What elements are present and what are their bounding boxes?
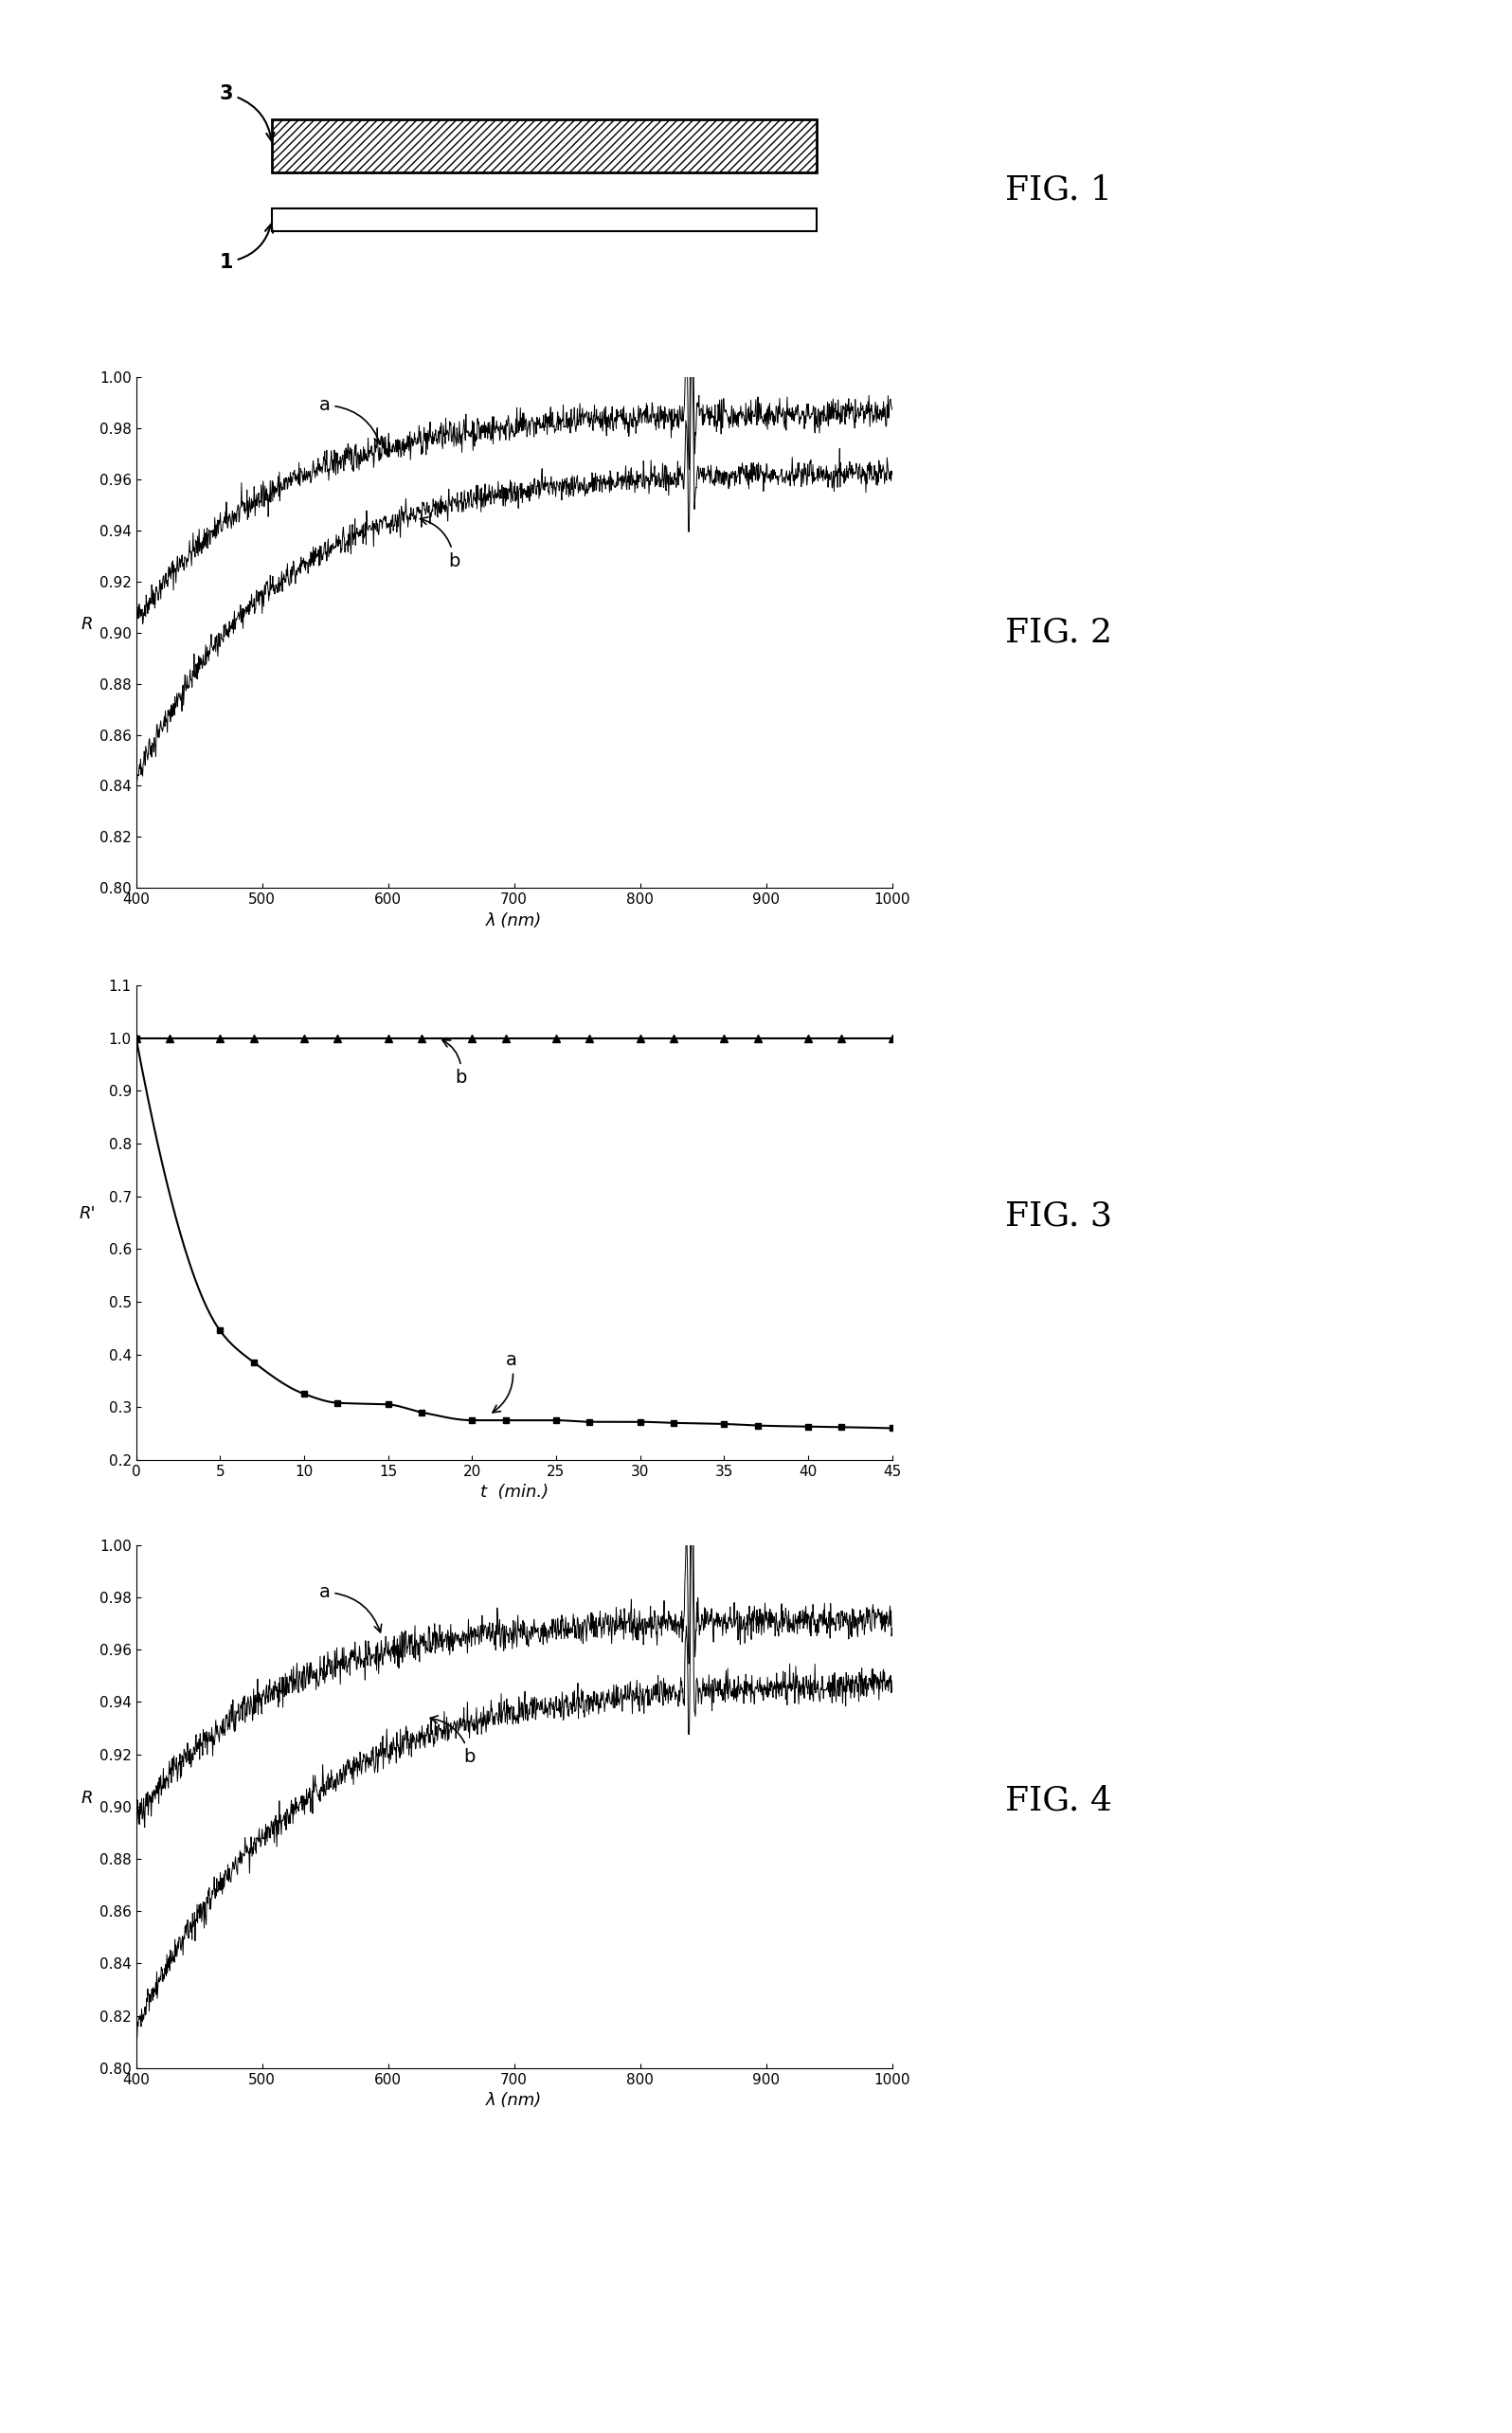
Text: FIG. 1: FIG. 1: [1005, 173, 1113, 207]
X-axis label: t  (min.): t (min.): [479, 1484, 549, 1501]
X-axis label: λ (nm): λ (nm): [485, 912, 543, 929]
Text: FIG. 3: FIG. 3: [1005, 1199, 1113, 1234]
Text: b: b: [420, 518, 460, 569]
Text: 1: 1: [219, 224, 272, 272]
Text: b: b: [443, 1039, 467, 1088]
X-axis label: λ (nm): λ (nm): [485, 2092, 543, 2109]
Text: FIG. 2: FIG. 2: [1005, 616, 1113, 650]
Y-axis label: R': R': [79, 1204, 95, 1224]
Bar: [272, 209, 816, 231]
Text: a: a: [493, 1350, 517, 1414]
Text: a: a: [319, 1584, 381, 1633]
Text: b: b: [431, 1715, 475, 1766]
Y-axis label: R: R: [82, 616, 92, 633]
Text: FIG. 4: FIG. 4: [1005, 1783, 1113, 1817]
Text: a: a: [319, 397, 381, 445]
Text: 3: 3: [219, 85, 274, 141]
Y-axis label: R: R: [82, 1788, 92, 1805]
Bar: [272, 119, 816, 173]
